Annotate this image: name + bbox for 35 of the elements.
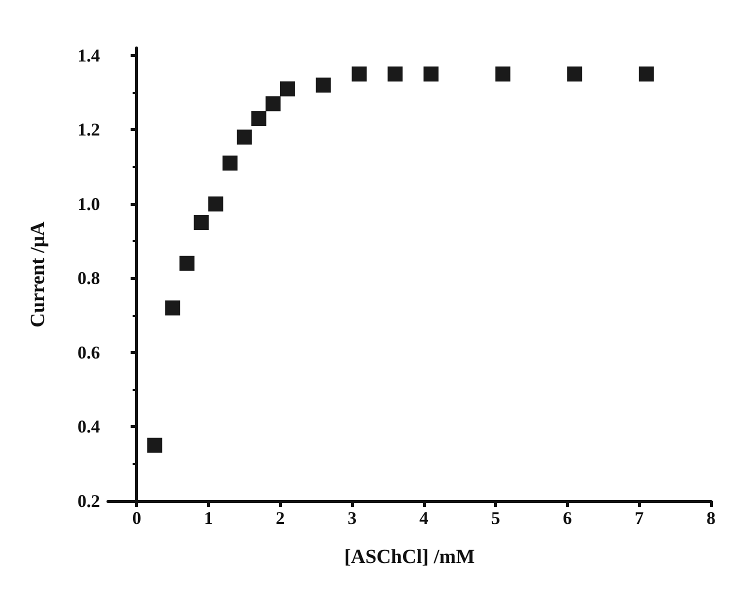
x-axis-title: [ASChCl] /mM — [344, 546, 475, 568]
point — [280, 81, 295, 96]
point — [194, 215, 209, 230]
point — [147, 438, 162, 453]
point — [495, 66, 510, 82]
point — [352, 66, 367, 82]
y-tick-label: 1.0 — [78, 194, 100, 214]
point — [266, 96, 281, 112]
y-tick-label: 0.2 — [78, 491, 100, 511]
x-tick-label: 7 — [634, 508, 644, 528]
point — [179, 256, 194, 271]
point — [165, 300, 180, 316]
x-tick-label: 1 — [204, 508, 213, 528]
y-axis-title: Current /μA — [27, 220, 49, 328]
x-tick-label: 0 — [132, 508, 142, 528]
y-tick-label: 1.2 — [78, 120, 100, 140]
x-tick-label: 4 — [419, 508, 428, 528]
x-tick-label: 8 — [706, 508, 716, 528]
point — [567, 66, 582, 82]
y-tick-label: 1.4 — [78, 45, 100, 66]
point — [316, 78, 331, 93]
x-tick-label: 5 — [491, 508, 500, 528]
point — [236, 130, 252, 145]
x-tick-label: 6 — [562, 508, 572, 528]
y-tick-label: 0.6 — [78, 342, 100, 362]
x-tick-label: 3 — [348, 508, 357, 528]
point — [388, 66, 403, 82]
point — [222, 156, 238, 171]
point — [251, 111, 266, 126]
point — [424, 66, 439, 82]
point — [208, 196, 224, 212]
point — [638, 66, 654, 82]
x-tick-label: 2 — [276, 508, 285, 528]
y-tick-label: 0.8 — [78, 268, 100, 288]
y-tick-label: 0.4 — [78, 416, 100, 437]
